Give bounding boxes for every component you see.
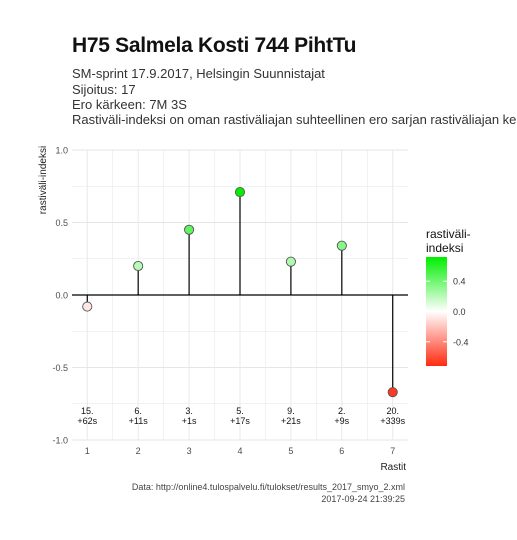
point-4 bbox=[234, 186, 246, 198]
y-axis-title: rastiväli-indeksi bbox=[38, 146, 49, 214]
point-label-rank-2: 6. bbox=[134, 406, 142, 416]
caption-timestamp: 2017-09-24 21:39:25 bbox=[321, 494, 405, 504]
y-tick-label: 1.0 bbox=[55, 146, 68, 156]
point-label-rank-7: 20. bbox=[386, 406, 399, 416]
point-label-rank-3: 3. bbox=[185, 406, 193, 416]
legend-title-line: indeksi bbox=[426, 241, 463, 255]
x-axis-title: Rastit bbox=[380, 462, 406, 473]
x-tick-label: 6 bbox=[339, 446, 344, 456]
legend-tick-label: 0.0 bbox=[453, 307, 466, 317]
x-tick-label: 5 bbox=[288, 446, 293, 456]
x-tick-label: 1 bbox=[85, 446, 90, 456]
point-3 bbox=[184, 224, 195, 235]
point-6 bbox=[336, 240, 347, 251]
subtitle-line-2: Sijoitus: 17 bbox=[72, 82, 136, 97]
point-7 bbox=[387, 387, 398, 398]
legend-tick-label: 0.4 bbox=[453, 277, 466, 287]
point-label-rank-6: 2. bbox=[338, 406, 346, 416]
point-label-rank-1: 15. bbox=[81, 406, 94, 416]
data-marks: 15.+62s 6.+11s 3.+1s 5.+17s 9.+21s 2.+9s 20.+3… bbox=[77, 186, 406, 426]
y-tick-label: 0.5 bbox=[55, 218, 68, 228]
point-label-diff-2: +11s bbox=[129, 416, 149, 426]
x-tick-label: 3 bbox=[187, 446, 192, 456]
y-tick-label: -0.5 bbox=[52, 363, 68, 373]
legend: rastiväli-indeksi 0.4 0.0 -0.4 bbox=[426, 227, 471, 366]
point-5 bbox=[285, 256, 296, 267]
point-label-diff-4: +17s bbox=[230, 416, 250, 426]
point-1 bbox=[82, 301, 93, 312]
point-label-diff-5: +21s bbox=[281, 416, 301, 426]
subtitle-line-4: Rastiväli-indeksi on oman rastiväliajan … bbox=[72, 112, 517, 127]
point-label-diff-1: +62s bbox=[77, 416, 97, 426]
x-tick-label: 4 bbox=[237, 446, 242, 456]
point-label-rank-4: 5. bbox=[236, 406, 244, 416]
point-2 bbox=[133, 260, 144, 272]
subtitle-line-3: Ero kärkeen: 7M 3S bbox=[72, 97, 187, 112]
chart-title: H75 Salmela Kosti 744 PihtTu bbox=[72, 34, 357, 57]
legend-tick-label: -0.4 bbox=[453, 337, 469, 347]
y-tick-label: 0.0 bbox=[55, 291, 68, 301]
point-label-diff-7: +339s bbox=[380, 416, 405, 426]
legend-colorbar bbox=[426, 257, 447, 366]
point-label-diff-3: +1s bbox=[182, 416, 197, 426]
x-tick-label: 7 bbox=[390, 446, 395, 456]
x-tick-label: 2 bbox=[136, 446, 141, 456]
legend-title-line: rastiväli- bbox=[426, 227, 471, 241]
point-label-rank-5: 9. bbox=[287, 406, 295, 416]
caption-source: Data: http://online4.tulospalvelu.fi/tul… bbox=[131, 482, 405, 492]
point-label-diff-6: +9s bbox=[334, 416, 349, 426]
y-tick-label: -1.0 bbox=[52, 436, 68, 446]
subtitle-line-1: SM-sprint 17.9.2017, Helsingin Suunnista… bbox=[72, 66, 325, 81]
